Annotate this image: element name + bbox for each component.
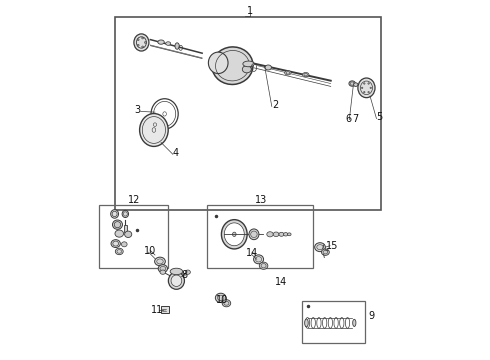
Ellipse shape xyxy=(155,257,165,266)
Ellipse shape xyxy=(259,262,268,269)
Ellipse shape xyxy=(137,39,139,41)
Ellipse shape xyxy=(224,223,245,246)
Ellipse shape xyxy=(111,210,119,218)
Bar xyxy=(207,205,313,267)
Text: 2: 2 xyxy=(272,100,278,110)
Text: 1: 1 xyxy=(247,6,253,17)
Ellipse shape xyxy=(222,300,231,307)
Text: 14: 14 xyxy=(274,277,287,287)
Ellipse shape xyxy=(358,78,375,98)
Ellipse shape xyxy=(142,37,144,39)
Ellipse shape xyxy=(170,268,183,275)
Text: 5: 5 xyxy=(376,112,382,122)
Text: 10: 10 xyxy=(216,295,228,305)
Ellipse shape xyxy=(302,72,309,77)
Bar xyxy=(98,205,168,267)
Ellipse shape xyxy=(124,231,132,238)
Ellipse shape xyxy=(364,83,365,84)
Ellipse shape xyxy=(253,255,264,264)
Ellipse shape xyxy=(111,240,121,248)
Ellipse shape xyxy=(265,65,271,70)
Text: 11: 11 xyxy=(151,305,164,315)
Ellipse shape xyxy=(115,230,123,237)
Text: 3: 3 xyxy=(135,105,141,115)
Ellipse shape xyxy=(158,40,164,44)
Text: 12: 12 xyxy=(128,195,141,204)
Ellipse shape xyxy=(267,232,273,237)
Ellipse shape xyxy=(273,232,279,237)
Ellipse shape xyxy=(113,220,122,229)
Text: 13: 13 xyxy=(255,195,267,204)
Ellipse shape xyxy=(171,275,182,287)
Ellipse shape xyxy=(232,232,236,237)
Ellipse shape xyxy=(166,42,171,45)
Ellipse shape xyxy=(353,319,356,327)
Bar xyxy=(123,225,127,232)
Ellipse shape xyxy=(169,272,184,289)
Ellipse shape xyxy=(249,229,259,240)
Ellipse shape xyxy=(315,243,325,252)
Ellipse shape xyxy=(122,242,127,247)
Ellipse shape xyxy=(137,44,139,46)
Bar xyxy=(161,306,169,313)
Ellipse shape xyxy=(145,41,146,43)
Ellipse shape xyxy=(368,83,369,84)
Ellipse shape xyxy=(142,46,144,48)
Ellipse shape xyxy=(349,81,355,86)
Text: 4: 4 xyxy=(172,148,178,158)
Ellipse shape xyxy=(158,265,168,273)
Ellipse shape xyxy=(370,87,371,89)
Ellipse shape xyxy=(122,210,128,217)
Ellipse shape xyxy=(321,249,329,255)
Text: 8: 8 xyxy=(181,270,187,280)
Ellipse shape xyxy=(208,52,228,73)
Text: 15: 15 xyxy=(326,241,339,251)
Ellipse shape xyxy=(354,83,358,86)
Ellipse shape xyxy=(243,61,254,67)
Ellipse shape xyxy=(243,66,251,73)
Text: 7: 7 xyxy=(352,113,358,123)
Ellipse shape xyxy=(305,319,308,327)
Ellipse shape xyxy=(285,71,291,75)
Text: 14: 14 xyxy=(246,248,258,258)
Text: 6: 6 xyxy=(345,113,352,123)
Ellipse shape xyxy=(288,233,291,236)
Ellipse shape xyxy=(134,34,149,51)
Ellipse shape xyxy=(185,270,190,274)
Ellipse shape xyxy=(215,293,226,302)
Ellipse shape xyxy=(368,91,369,93)
Ellipse shape xyxy=(115,248,123,255)
Ellipse shape xyxy=(212,47,253,85)
Ellipse shape xyxy=(175,43,179,49)
Text: 9: 9 xyxy=(369,311,375,321)
Ellipse shape xyxy=(362,87,363,89)
Ellipse shape xyxy=(160,270,166,274)
Ellipse shape xyxy=(284,233,288,236)
Bar xyxy=(302,301,365,342)
Ellipse shape xyxy=(364,91,365,93)
Ellipse shape xyxy=(140,113,168,147)
Ellipse shape xyxy=(221,220,247,249)
Bar xyxy=(115,18,381,210)
Ellipse shape xyxy=(279,232,284,236)
Text: 10: 10 xyxy=(144,247,156,256)
